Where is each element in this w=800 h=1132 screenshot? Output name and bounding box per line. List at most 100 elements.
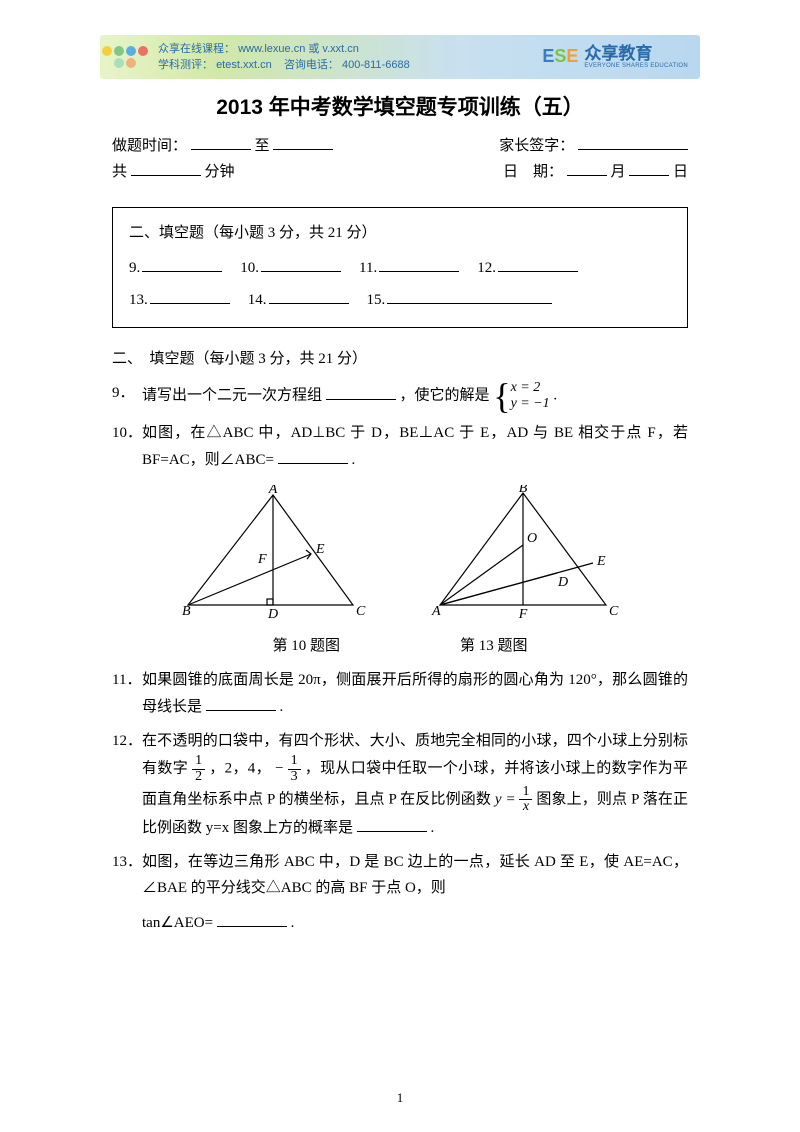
svg-text:D: D	[266, 607, 277, 620]
svg-text:F: F	[257, 552, 267, 567]
banner-line2-label: 学科测评：	[158, 59, 213, 71]
q-num: 13．	[112, 849, 142, 936]
frac-half: 12	[192, 754, 205, 784]
triangle-fig13-icon: B A C F O D E	[428, 485, 623, 620]
header-banner: 众享在线课程： www.lexue.cn 或 v.xxt.cn 学科测评： et…	[100, 35, 700, 79]
q9-period: .	[553, 388, 557, 404]
question-13: 13． 如图，在等边三角形 ABC 中，D 是 BC 边上的一点，延长 AD 至…	[112, 849, 688, 936]
banner-brand: ESE 众享教育 EVERYONE SHARES EDUCATION	[542, 45, 700, 69]
banner-phone-label: 咨询电话：	[284, 59, 339, 71]
q9-b: ，使它的解是	[400, 388, 490, 404]
day: 日	[673, 164, 688, 180]
svg-text:F: F	[517, 607, 527, 620]
q9-cases: { x = 2 y = −1	[493, 380, 549, 412]
frac-1x: 1x	[519, 785, 532, 815]
banner-line1-label: 众享在线课程：	[158, 43, 235, 55]
sign-blank	[578, 149, 688, 150]
q13-blank	[217, 926, 287, 927]
q10-blank	[278, 463, 348, 464]
q11-blank	[206, 710, 276, 711]
ans-blank	[150, 303, 230, 304]
svg-text:E: E	[596, 554, 606, 569]
day-blank	[629, 175, 669, 176]
q11-text: 如果圆锥的底面周长是 20π，侧面展开后所得的扇形的圆心角为 120°，那么圆锥…	[142, 672, 688, 714]
ans-num: 9.	[129, 255, 140, 281]
q11-period: .	[280, 699, 284, 715]
ans-blank	[379, 271, 459, 272]
q9-case1: x = 2	[511, 380, 550, 396]
q-num: 9．	[112, 380, 142, 412]
ans-blank	[387, 303, 552, 304]
figure-13: B A C F O D E	[428, 485, 623, 629]
ans-blank	[142, 271, 222, 272]
figure-captions: 第 10 题图 第 13 题图	[112, 633, 688, 659]
q-num: 12．	[112, 728, 142, 841]
svg-text:O: O	[527, 531, 537, 546]
banner-phone: 400-811-6688	[342, 59, 410, 71]
banner-line2-url: etest.xxt.cn	[216, 59, 272, 71]
question-9: 9． 请写出一个二元一次方程组 ，使它的解是 { x = 2 y = −1 .	[112, 380, 688, 412]
q9-blank	[326, 399, 396, 400]
ans-blank	[498, 271, 578, 272]
ans-num: 14.	[248, 287, 267, 313]
triangle-fig10-icon: A B C D E F	[178, 485, 368, 620]
page-title: 2013 年中考数学填空题专项训练（五）	[112, 90, 688, 127]
svg-text:A: A	[267, 485, 277, 497]
ans-blank	[261, 271, 341, 272]
q12-neg: −	[275, 761, 283, 777]
meta-row-2: 共 分钟 日 期： 月 日	[112, 159, 688, 185]
svg-text:B: B	[182, 604, 191, 619]
svg-text:C: C	[356, 604, 366, 619]
q13-a: 如图，在等边三角形 ABC 中，D 是 BC 边上的一点，延长 AD 至 E，使…	[142, 854, 688, 896]
answer-row-2: 13. 14. 15.	[129, 287, 671, 313]
svg-text:C: C	[609, 604, 619, 619]
q12-period: .	[430, 820, 434, 836]
q-num: 10．	[112, 420, 142, 473]
ans-num: 12.	[477, 255, 496, 281]
q9-a: 请写出一个二元一次方程组	[142, 388, 322, 404]
ans-num: 15.	[367, 287, 386, 313]
ans-num: 11.	[359, 255, 377, 281]
q12-yeq: y =	[495, 791, 520, 807]
question-11: 11． 如果圆锥的底面周长是 20π，侧面展开后所得的扇形的圆心角为 120°，…	[112, 667, 688, 720]
brand-name: 众享教育	[584, 45, 652, 63]
ese-logo-icon: ESE	[542, 46, 578, 67]
time-to-blank	[273, 149, 333, 150]
answer-row-1: 9. 10. 11. 12.	[129, 255, 671, 281]
time-from-blank	[191, 149, 251, 150]
svg-text:E: E	[315, 542, 325, 557]
figures-row: A B C D E F	[112, 485, 688, 629]
frac-third: 13	[288, 754, 301, 784]
q12-sep1: ，2，4，	[209, 761, 271, 777]
sign-label: 家长签字：	[499, 138, 574, 154]
q9-case2: y = −1	[511, 396, 550, 412]
banner-decoration	[100, 35, 150, 79]
fig13-caption: 第 13 题图	[460, 633, 528, 659]
page-content: 2013 年中考数学填空题专项训练（五） 做题时间： 至 家长签字： 共 分钟 …	[112, 90, 688, 936]
answerbox-heading: 二、填空题（每小题 3 分，共 21 分）	[129, 220, 671, 246]
question-10: 10． 如图，在△ABC 中，AD⊥BC 于 D，BE⊥AC 于 E，AD 与 …	[112, 420, 688, 473]
time-label: 做题时间：	[112, 138, 187, 154]
figure-10: A B C D E F	[178, 485, 368, 629]
minutes: 分钟	[205, 164, 235, 180]
question-list: 9． 请写出一个二元一次方程组 ，使它的解是 { x = 2 y = −1 . …	[112, 380, 688, 936]
q12-blank	[357, 831, 427, 832]
ans-blank	[269, 303, 349, 304]
banner-line1-urls: www.lexue.cn 或 v.xxt.cn	[238, 43, 359, 55]
month: 月	[610, 164, 625, 180]
q13-period: .	[291, 915, 295, 931]
brand-sub: EVERYONE SHARES EDUCATION	[584, 63, 688, 69]
answer-box: 二、填空题（每小题 3 分，共 21 分） 9. 10. 11. 12. 13.…	[112, 207, 688, 328]
q13-b: tan∠AEO=	[142, 915, 213, 931]
banner-text: 众享在线课程： www.lexue.cn 或 v.xxt.cn 学科测评： et…	[150, 41, 542, 74]
svg-text:B: B	[518, 485, 527, 496]
q10-period: .	[351, 452, 355, 468]
fig10-caption: 第 10 题图	[272, 633, 340, 659]
question-12: 12． 在不透明的口袋中，有四个形状、大小、质地完全相同的小球，四个小球上分别标…	[112, 728, 688, 841]
ans-num: 10.	[240, 255, 259, 281]
date-label: 日 期：	[503, 164, 563, 180]
total-blank	[131, 175, 201, 176]
svg-text:D: D	[557, 575, 568, 590]
month-blank	[567, 175, 607, 176]
total-label: 共	[112, 164, 127, 180]
